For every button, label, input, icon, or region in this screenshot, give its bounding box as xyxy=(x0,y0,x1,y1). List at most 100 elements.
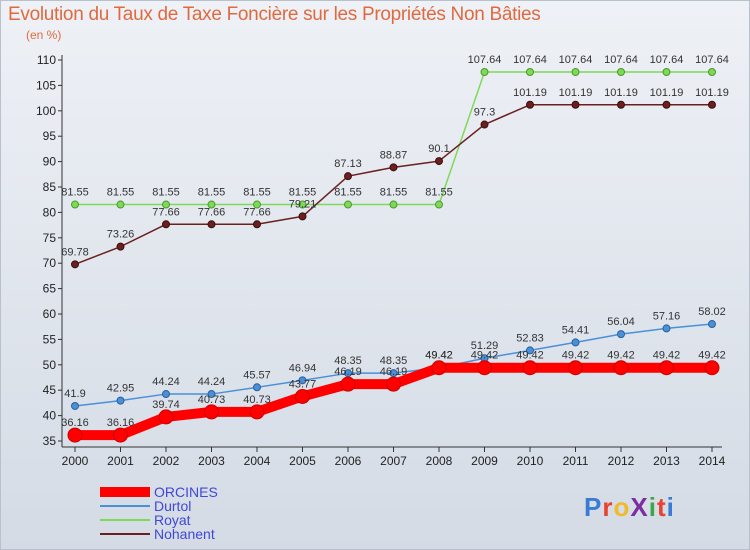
data-point-orcines xyxy=(477,360,492,376)
y-tick-label: 70 xyxy=(43,256,57,270)
data-label-durtol: 42.95 xyxy=(107,383,135,395)
series-layer xyxy=(67,67,720,443)
data-point-orcines xyxy=(386,376,401,392)
data-point-nohanent xyxy=(253,220,261,229)
data-point-durtol xyxy=(207,390,216,399)
data-label-royat: 81.55 xyxy=(289,187,317,199)
data-label-nohanent: 101.19 xyxy=(604,87,638,99)
y-tick-label: 80 xyxy=(43,205,57,219)
x-tick-label: 2005 xyxy=(289,454,316,468)
data-label-nohanent: 90.1 xyxy=(428,143,449,155)
x-tick-label: 2011 xyxy=(563,454,589,468)
data-point-orcines xyxy=(67,427,83,443)
data-label-nohanent: 79.21 xyxy=(289,198,317,210)
data-label-royat: 107.64 xyxy=(604,54,638,66)
data-label-nohanent: 77.66 xyxy=(198,206,226,218)
data-point-nohanent xyxy=(298,212,307,221)
data-label-orcines: 40.73 xyxy=(198,394,226,406)
data-label-nohanent: 97.3 xyxy=(474,107,495,119)
data-label-nohanent: 73.26 xyxy=(107,229,135,241)
data-point-durtol xyxy=(662,324,671,333)
data-label-nohanent: 101.19 xyxy=(695,87,729,99)
data-point-orcines xyxy=(340,376,356,392)
y-tick-label: 35 xyxy=(43,434,57,448)
data-point-royat xyxy=(207,200,216,209)
data-label-nohanent: 88.87 xyxy=(380,149,408,161)
data-label-durtol: 45.57 xyxy=(243,369,271,381)
data-label-orcines: 46.19 xyxy=(334,366,362,378)
y-tick-label: 40 xyxy=(43,409,57,423)
data-point-orcines xyxy=(431,360,447,376)
x-tick-label: 2010 xyxy=(517,454,544,468)
data-label-royat: 81.55 xyxy=(425,187,453,199)
data-point-durtol xyxy=(71,401,79,410)
y-tick-label: 75 xyxy=(43,231,57,245)
data-label-orcines: 49.42 xyxy=(607,350,635,362)
data-point-durtol xyxy=(708,320,716,329)
data-label-orcines: 36.16 xyxy=(107,417,135,429)
data-label-nohanent: 77.66 xyxy=(152,206,180,218)
data-point-durtol xyxy=(253,383,261,392)
data-label-orcines: 43.77 xyxy=(289,378,317,390)
data-label-durtol: 49.42 xyxy=(425,350,453,362)
data-label-orcines: 49.42 xyxy=(698,350,726,362)
data-label-orcines: 39.74 xyxy=(152,399,180,411)
chart-title: Evolution du Taux de Taxe Foncière sur l… xyxy=(8,4,541,25)
y-tick-label: 110 xyxy=(37,53,56,67)
data-label-royat: 81.55 xyxy=(152,187,180,199)
y-tick-label: 90 xyxy=(43,155,57,169)
data-point-nohanent xyxy=(480,120,489,129)
y-tick-label: 100 xyxy=(36,104,56,118)
data-label-nohanent: 101.19 xyxy=(513,87,547,99)
data-point-royat xyxy=(435,200,443,209)
data-point-orcines xyxy=(158,409,174,425)
data-label-durtol: 46.94 xyxy=(289,362,317,374)
data-label-royat: 107.64 xyxy=(468,54,502,66)
data-point-nohanent xyxy=(571,100,580,109)
y-tick-label: 50 xyxy=(43,358,57,372)
data-point-orcines xyxy=(113,427,128,443)
data-label-royat: 107.64 xyxy=(559,54,593,66)
data-point-orcines xyxy=(659,360,674,376)
data-point-nohanent xyxy=(435,157,443,166)
data-point-durtol xyxy=(526,346,534,355)
data-point-royat xyxy=(162,200,170,209)
data-label-orcines: 49.42 xyxy=(562,350,590,362)
data-label-orcines: 40.73 xyxy=(243,394,271,406)
data-point-royat xyxy=(253,200,261,209)
data-point-nohanent xyxy=(526,100,534,109)
data-point-royat xyxy=(662,67,671,76)
y-tick-label: 95 xyxy=(43,129,57,143)
data-point-royat xyxy=(298,200,307,209)
y-tick-label: 85 xyxy=(43,180,57,194)
data-label-durtol: 58.02 xyxy=(698,306,726,318)
data-point-orcines xyxy=(613,360,629,376)
data-label-royat: 81.55 xyxy=(334,187,362,199)
legend-swatch-orcines xyxy=(100,487,150,497)
data-label-orcines: 46.19 xyxy=(380,366,408,378)
data-label-durtol: 48.35 xyxy=(380,355,408,367)
data-point-nohanent xyxy=(708,100,716,109)
data-point-nohanent xyxy=(116,242,125,251)
data-point-royat xyxy=(571,67,580,76)
data-point-nohanent xyxy=(162,220,170,229)
data-point-orcines xyxy=(295,388,310,404)
data-point-orcines xyxy=(568,360,583,376)
data-point-orcines xyxy=(204,404,219,420)
data-label-royat: 81.55 xyxy=(380,187,408,199)
data-point-nohanent xyxy=(662,100,671,109)
x-tick-label: 2013 xyxy=(653,454,680,468)
data-point-royat xyxy=(480,67,489,76)
data-label-nohanent: 87.13 xyxy=(334,158,362,170)
x-tick-label: 2006 xyxy=(335,454,362,468)
y-tick-label: 45 xyxy=(43,383,57,397)
data-label-orcines: 49.42 xyxy=(516,350,544,362)
x-tick-label: 2009 xyxy=(471,454,498,468)
x-tick-label: 2007 xyxy=(380,454,407,468)
y-tick-label: 105 xyxy=(36,78,56,92)
data-label-durtol: 52.83 xyxy=(516,332,544,344)
data-point-orcines xyxy=(704,360,720,376)
data-point-nohanent xyxy=(344,172,352,181)
